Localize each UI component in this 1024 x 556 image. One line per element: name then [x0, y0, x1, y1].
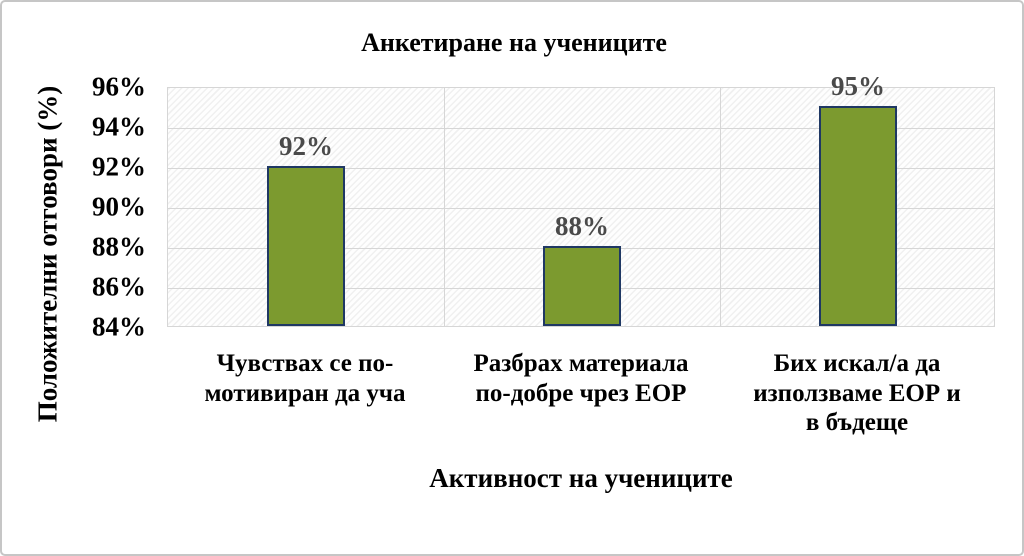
bar-3 — [819, 106, 897, 326]
horizontal-gridline — [168, 168, 994, 169]
bar-1 — [267, 166, 345, 326]
bar-data-label: 92% — [279, 131, 333, 161]
category-label: Разбрах материала по-добре чрез ЕОР — [473, 350, 689, 407]
x-axis-category-labels: Чувствах се по- мотивиран да уча Разбрах … — [167, 349, 995, 438]
plot-area: 92% 88% 95% — [167, 71, 995, 327]
bar-data-label: 95% — [831, 71, 885, 101]
horizontal-gridline — [168, 208, 994, 209]
y-tick-label: 88% — [92, 231, 146, 262]
y-tick-label: 94% — [92, 111, 146, 142]
y-tick-label: 84% — [92, 311, 146, 342]
y-axis-title: Положителни отговори (%) — [32, 85, 63, 423]
chart-title: Анкетиране на учениците — [361, 28, 667, 57]
vertical-gridline — [720, 88, 721, 326]
category-label: Бих искал/а да използваме ЕОР и в бъдеще — [753, 350, 961, 436]
bar-data-label: 88% — [555, 211, 609, 241]
y-tick-label: 92% — [92, 151, 146, 182]
y-tick-label: 86% — [92, 271, 146, 302]
y-tick-label: 96% — [92, 71, 146, 102]
horizontal-gridline — [168, 128, 994, 129]
category-label: Чувствах се по- мотивиран да уча — [204, 350, 406, 407]
y-tick-label: 90% — [92, 191, 146, 222]
bar-2 — [543, 246, 621, 326]
x-axis-title: Активност на учениците — [429, 463, 733, 493]
vertical-gridline — [444, 88, 445, 326]
